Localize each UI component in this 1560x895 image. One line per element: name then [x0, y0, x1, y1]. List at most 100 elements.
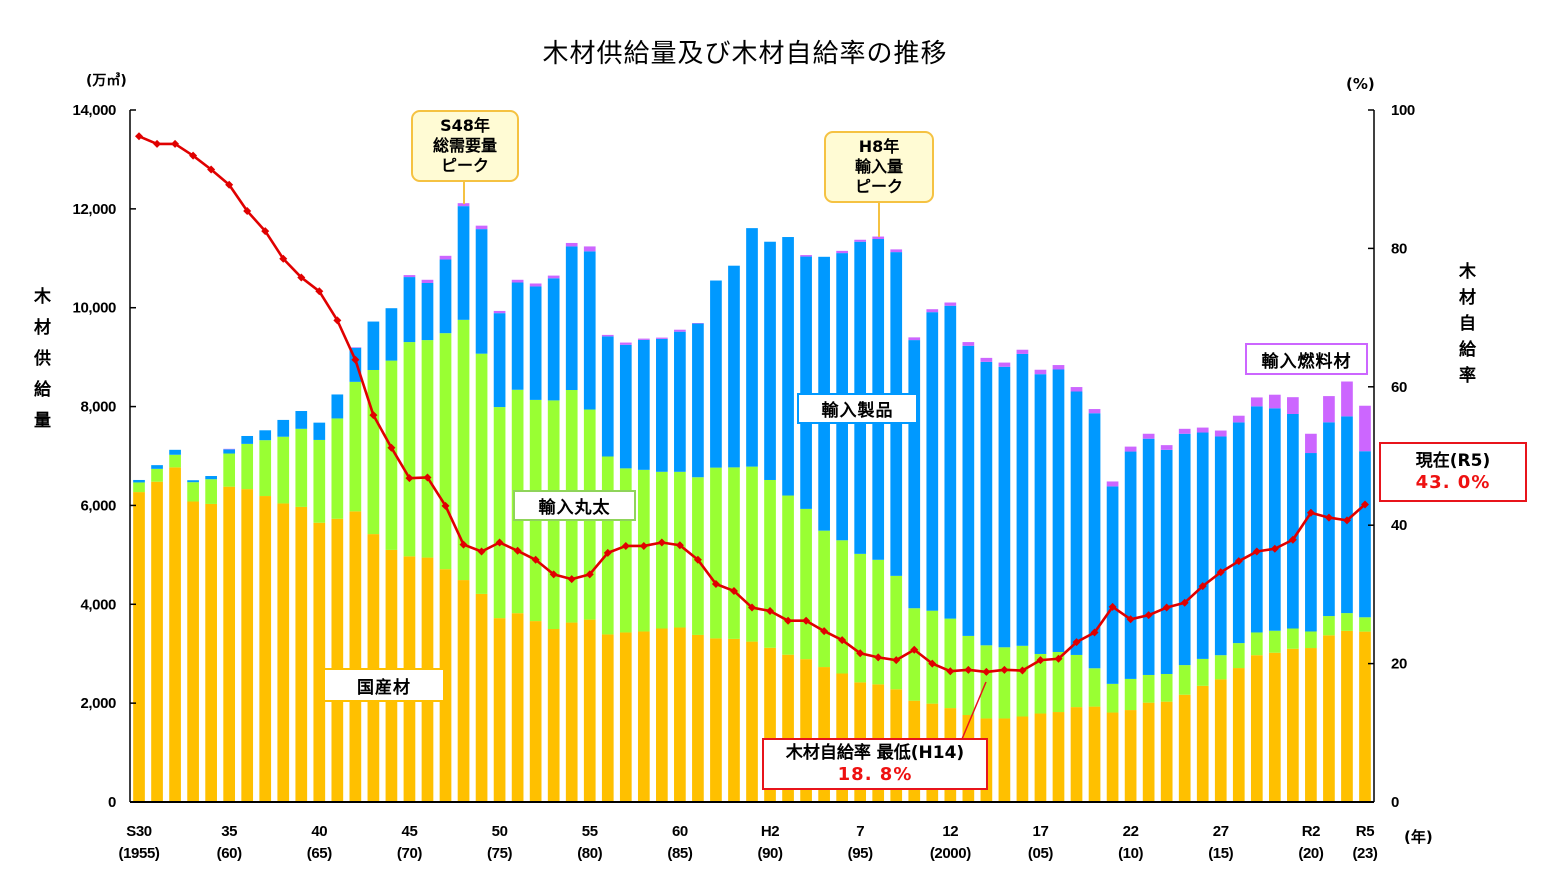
bar-import-products-1983 [637, 339, 650, 470]
bar-import-logs-1971 [421, 340, 434, 558]
bar-import-logs-2018 [1268, 630, 1281, 653]
y-right-tick-label: 0 [1391, 794, 1399, 811]
peak-demand-line-1: S48年 [440, 116, 490, 135]
bar-import-products-1991 [782, 237, 794, 496]
rate-marker-1985 [675, 541, 684, 550]
bar-import-logs-1995 [854, 553, 867, 683]
bar-import-logs-1975 [493, 407, 506, 619]
y-left-tick-label: 4,000 [80, 596, 116, 613]
x-tick-year-label: (70) [397, 845, 422, 862]
x-tick-era-label: 45 [402, 823, 418, 840]
bar-import-logs-1985 [674, 471, 686, 628]
bar-domestic-2017 [1250, 655, 1263, 802]
lowest-rate-value: 18. 8% [837, 764, 913, 785]
rate-marker-1994 [838, 636, 847, 645]
bar-import-products-2019 [1287, 413, 1299, 629]
rate-marker-2005 [1036, 656, 1045, 665]
bar-import-products-2022 [1341, 416, 1353, 614]
bar-domestic-1974 [475, 593, 488, 802]
bar-domestic-1963 [277, 503, 290, 802]
bar-import-logs-1981 [601, 456, 614, 635]
bar-import-logs-1992 [800, 508, 812, 660]
bar-domestic-2003 [998, 718, 1011, 802]
lowest-connector [961, 681, 987, 740]
bar-import-logs-1974 [475, 353, 488, 594]
bar-import-logs-1973 [457, 319, 470, 581]
bar-import-products-1990 [764, 241, 776, 480]
bar-import-logs-2021 [1323, 616, 1335, 636]
y-right-tick-label: 80 [1391, 240, 1407, 257]
bar-import-products-1969 [385, 308, 398, 361]
bar-import-products-1978 [547, 278, 560, 401]
y-right-unit: (%) [1346, 75, 1375, 93]
bar-domestic-1994 [836, 673, 848, 802]
bar-import-products-2007 [1070, 391, 1083, 655]
bar-domestic-2008 [1088, 706, 1101, 802]
x-tick-era-label: 27 [1213, 823, 1229, 840]
x-unit: (年) [1404, 828, 1433, 846]
bar-import-logs-2002 [980, 645, 993, 719]
rate-marker-2000 [946, 667, 955, 676]
bar-import-fuel-1984 [656, 337, 668, 339]
bar-domestic-1993 [818, 667, 830, 802]
bar-import-logs-1964 [295, 428, 308, 507]
bar-domestic-2018 [1268, 652, 1281, 802]
bar-domestic-2021 [1323, 635, 1335, 802]
bar-domestic-1992 [800, 659, 812, 802]
bar-import-fuel-1979 [565, 242, 578, 247]
bar-domestic-2010 [1124, 710, 1137, 802]
bar-domestic-1980 [583, 619, 596, 802]
bar-import-products-2004 [1016, 353, 1029, 646]
rate-marker-1986 [693, 555, 702, 564]
x-tick-era-label: 40 [311, 823, 327, 840]
bar-import-fuel-1992 [800, 255, 812, 257]
bar-import-products-1981 [601, 336, 614, 457]
bar-import-products-2002 [980, 361, 993, 646]
rate-marker-1975 [495, 538, 504, 547]
bar-domestic-1991 [782, 654, 794, 802]
bar-import-fuel-1976 [511, 279, 524, 283]
rate-marker-2004 [1018, 666, 1027, 675]
bar-import-logs-2001 [962, 635, 975, 716]
rate-marker-1983 [639, 541, 648, 550]
bar-import-fuel-2023 [1359, 405, 1371, 452]
rate-marker-1996 [874, 653, 883, 662]
current-rate-callout: 現在(R5) 43. 0% [1379, 442, 1527, 502]
bar-import-fuel-1995 [854, 239, 867, 242]
rate-marker-2020 [1306, 508, 1315, 517]
bar-import-fuel-1970 [403, 275, 416, 278]
bar-domestic-2004 [1016, 716, 1029, 802]
bar-domestic-1956 [151, 481, 163, 802]
bar-domestic-2006 [1052, 712, 1065, 802]
bar-import-fuel-2015 [1214, 430, 1227, 437]
bar-import-logs-1966 [331, 418, 344, 519]
bar-domestic-2013 [1178, 694, 1191, 802]
bar-import-logs-1955 [133, 482, 145, 493]
x-tick-year-label: (2000) [930, 845, 971, 862]
rate-marker-1992 [802, 616, 811, 625]
rate-marker-1962 [261, 227, 270, 236]
bar-import-fuel-1977 [529, 283, 542, 287]
bar-import-fuel-2006 [1052, 365, 1065, 370]
bar-import-products-1977 [529, 286, 542, 400]
bar-import-products-2000 [944, 305, 957, 619]
rate-marker-1959 [207, 165, 216, 174]
bar-domestic-1982 [619, 632, 632, 802]
peak-demand-callout: S48年 総需要量 ピーク [411, 110, 519, 182]
x-tick-year-label: (65) [307, 845, 332, 862]
bar-import-products-1985 [674, 331, 686, 472]
x-tick-era-label: 60 [672, 823, 688, 840]
chart-title: 木材供給量及び木材自給率の推移 [542, 39, 948, 69]
rate-marker-1972 [441, 501, 450, 510]
bar-import-products-1964 [295, 411, 308, 429]
bar-import-logs-2020 [1305, 631, 1317, 649]
bar-import-logs-1967 [349, 381, 362, 512]
bar-import-products-1967 [349, 347, 362, 382]
bar-import-fuel-2008 [1088, 409, 1101, 414]
bar-domestic-1978 [547, 629, 560, 802]
rate-marker-2002 [982, 667, 991, 676]
bar-import-products-2005 [1034, 374, 1047, 654]
y-right-tick-label: 40 [1391, 517, 1407, 534]
rate-marker-1999 [928, 659, 937, 668]
rate-marker-2012 [1162, 603, 1171, 612]
